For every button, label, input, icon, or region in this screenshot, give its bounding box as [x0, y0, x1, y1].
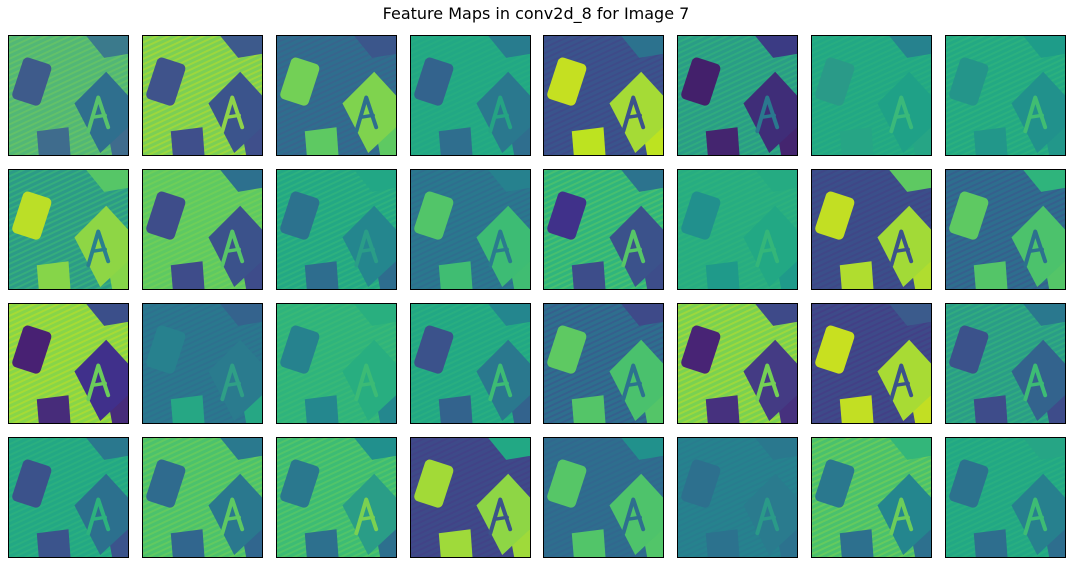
feature-map-1 — [8, 35, 129, 156]
feature-map-12 — [409, 169, 531, 290]
feature-map-2 — [141, 35, 263, 156]
feature-map-21 — [543, 303, 665, 424]
feature-map-image — [812, 438, 932, 557]
feature-map-image — [9, 170, 128, 289]
feature-map-image — [9, 36, 128, 155]
feature-map-13 — [543, 169, 665, 290]
feature-map-7 — [811, 35, 933, 156]
feature-map-24 — [945, 303, 1066, 424]
feature-map-32 — [945, 437, 1066, 558]
feature-map-18 — [141, 303, 263, 424]
feature-map-image — [812, 170, 932, 289]
feature-map-29 — [543, 437, 665, 558]
feature-map-image — [678, 438, 798, 557]
feature-map-image — [410, 304, 530, 423]
feature-map-16 — [945, 169, 1066, 290]
feature-map-image — [946, 438, 1065, 557]
feature-map-27 — [275, 437, 397, 558]
feature-map-25 — [8, 437, 129, 558]
feature-map-image — [276, 170, 396, 289]
feature-map-9 — [8, 169, 129, 290]
feature-map-14 — [677, 169, 799, 290]
feature-map-grid — [8, 35, 1066, 558]
feature-map-image — [678, 170, 798, 289]
feature-map-image — [946, 36, 1065, 155]
feature-map-image — [276, 36, 396, 155]
feature-map-image — [678, 36, 798, 155]
feature-map-image — [410, 438, 530, 557]
feature-map-6 — [677, 35, 799, 156]
feature-map-image — [142, 170, 262, 289]
feature-map-15 — [811, 169, 933, 290]
feature-map-8 — [945, 35, 1066, 156]
feature-map-4 — [409, 35, 531, 156]
feature-map-31 — [811, 437, 933, 558]
feature-map-23 — [811, 303, 933, 424]
feature-map-3 — [275, 35, 397, 156]
feature-map-5 — [543, 35, 665, 156]
feature-map-image — [410, 36, 530, 155]
feature-map-11 — [275, 169, 397, 290]
feature-map-image — [544, 170, 664, 289]
feature-map-image — [812, 36, 932, 155]
feature-map-image — [276, 438, 396, 557]
feature-map-image — [142, 36, 262, 155]
feature-map-image — [812, 304, 932, 423]
feature-map-19 — [275, 303, 397, 424]
figure-title: Feature Maps in conv2d_8 for Image 7 — [382, 4, 690, 23]
feature-map-26 — [141, 437, 263, 558]
feature-map-image — [678, 304, 798, 423]
feature-map-image — [142, 304, 262, 423]
feature-map-28 — [409, 437, 531, 558]
feature-map-image — [9, 304, 128, 423]
feature-map-30 — [677, 437, 799, 558]
feature-map-image — [544, 304, 664, 423]
feature-map-image — [544, 438, 664, 557]
feature-map-20 — [409, 303, 531, 424]
feature-map-image — [142, 438, 262, 557]
feature-map-image — [544, 36, 664, 155]
feature-map-image — [276, 304, 396, 423]
feature-map-10 — [141, 169, 263, 290]
feature-map-17 — [8, 303, 129, 424]
feature-map-image — [9, 438, 128, 557]
feature-map-image — [410, 170, 530, 289]
feature-map-image — [946, 304, 1065, 423]
feature-map-22 — [677, 303, 799, 424]
feature-map-image — [946, 170, 1065, 289]
